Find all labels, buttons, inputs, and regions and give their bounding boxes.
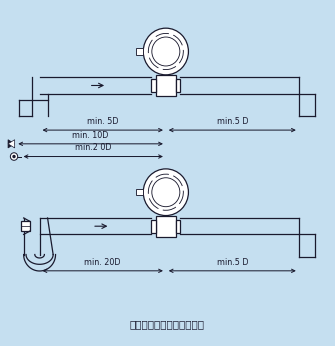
Bar: [176, 220, 181, 233]
Bar: [136, 189, 143, 195]
Polygon shape: [8, 140, 15, 148]
Bar: [136, 48, 143, 55]
Polygon shape: [8, 140, 15, 148]
Bar: [176, 79, 181, 92]
Text: min. 5D: min. 5D: [87, 117, 119, 126]
Bar: [155, 216, 176, 237]
Text: min. 10D: min. 10D: [72, 131, 109, 140]
Text: min.5 D: min.5 D: [216, 258, 248, 267]
Text: min.5 D: min.5 D: [216, 117, 248, 126]
Circle shape: [13, 155, 15, 157]
Bar: [151, 220, 155, 233]
Text: 弯管、阀门和泵之间的安装: 弯管、阀门和泵之间的安装: [130, 319, 205, 329]
Circle shape: [143, 169, 188, 216]
Circle shape: [152, 37, 180, 66]
Bar: [151, 79, 155, 92]
Circle shape: [143, 28, 188, 75]
Circle shape: [10, 153, 18, 160]
Circle shape: [152, 178, 180, 207]
Text: min. 20D: min. 20D: [84, 258, 121, 267]
Bar: [155, 75, 176, 96]
Bar: [24, 221, 30, 231]
Text: min.2 0D: min.2 0D: [75, 143, 112, 152]
Bar: [21, 221, 30, 231]
